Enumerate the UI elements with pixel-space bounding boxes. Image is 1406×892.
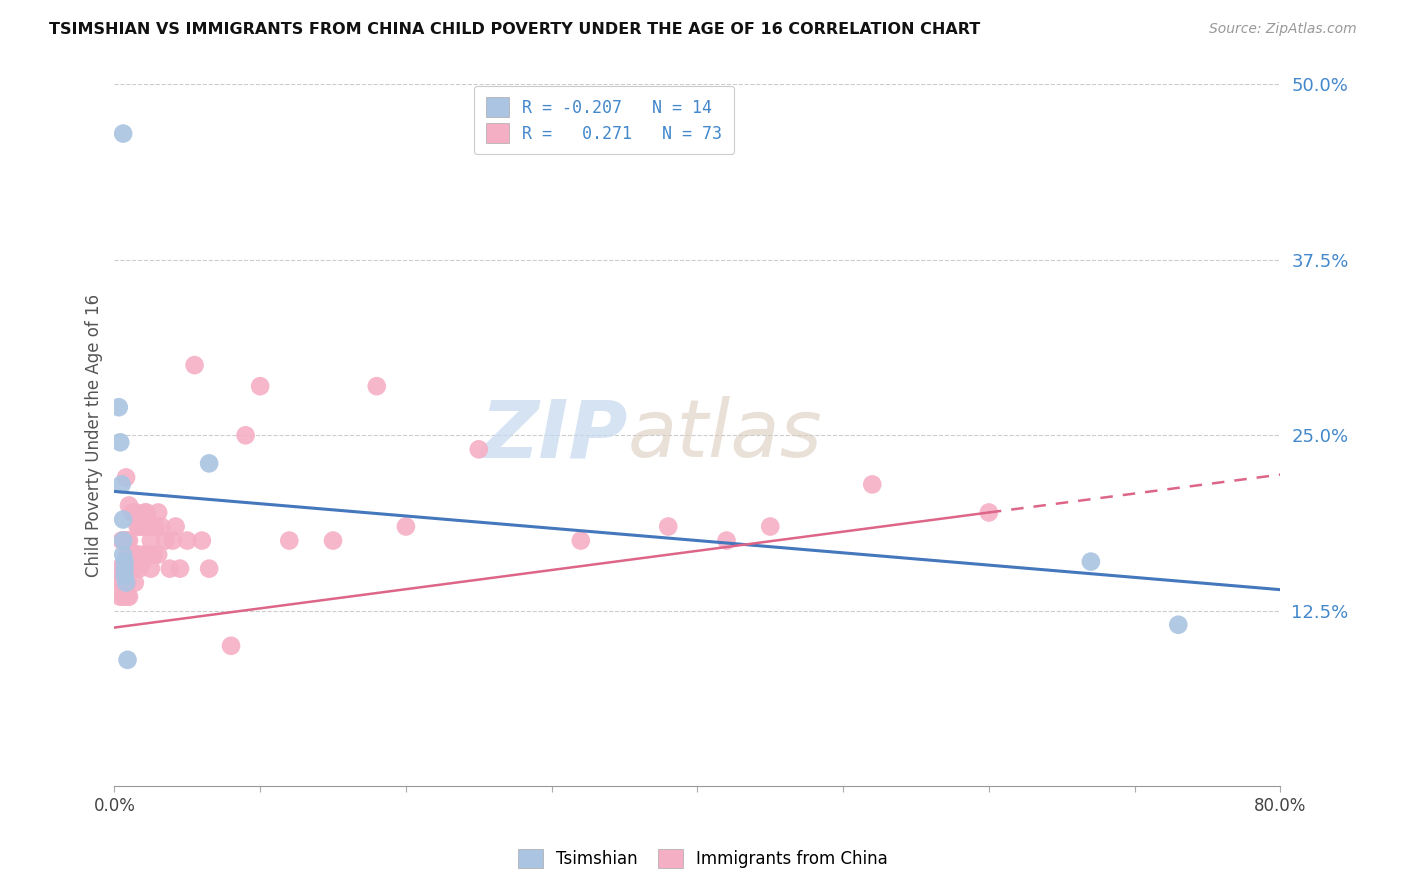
Point [110,590,132,604]
Text: atlas: atlas [627,396,823,475]
Point [118,533,141,548]
Point [150,519,173,533]
Point [146,506,169,520]
Point [125,548,148,562]
Point [198,561,221,575]
Point [395,519,418,533]
Point [124,575,146,590]
Y-axis label: Child Poverty Under the Age of 16: Child Poverty Under the Age of 16 [86,293,103,577]
Text: ZIP: ZIP [479,396,627,475]
Point [128,561,150,575]
Point [169,561,191,575]
Point [366,379,388,393]
Point [115,533,138,548]
Point [235,428,257,442]
Point [115,561,138,575]
Point [141,519,163,533]
Point [569,533,592,548]
Text: TSIMSHIAN VS IMMIGRANTS FROM CHINA CHILD POVERTY UNDER THE AGE OF 16 CORRELATION: TSIMSHIAN VS IMMIGRANTS FROM CHINA CHILD… [49,22,980,37]
Point [111,477,134,491]
Point [127,519,149,533]
Point [322,533,344,548]
Point [117,590,139,604]
Point [159,561,181,575]
Point [162,533,184,548]
Point [138,519,160,533]
Point [716,533,738,548]
Point [127,548,149,562]
Point [131,555,153,569]
Point [114,533,136,548]
Point [657,519,679,533]
Point [111,575,134,590]
Point [759,519,782,533]
Point [107,401,129,415]
Text: Source: ZipAtlas.com: Source: ZipAtlas.com [1209,22,1357,37]
Point [122,561,145,575]
Point [128,519,150,533]
Point [117,653,139,667]
Point [111,561,134,575]
Point [117,561,139,575]
Point [114,568,136,582]
Point [114,561,136,575]
Point [121,506,143,520]
Point [114,555,136,569]
Point [112,127,135,141]
Point [114,561,136,575]
Point [118,561,141,575]
Point [468,442,491,457]
Point [1080,555,1102,569]
Point [134,506,156,520]
Point [125,506,148,520]
Point [117,533,139,548]
Point [115,470,138,484]
Point [118,548,141,562]
Point [165,519,187,533]
Point [112,590,135,604]
Legend: Tsimshian, Immigrants from China: Tsimshian, Immigrants from China [512,842,894,875]
Point [143,519,166,533]
Point [132,548,155,562]
Point [142,548,165,562]
Point [135,506,157,520]
Point [118,590,141,604]
Point [107,561,129,575]
Point [176,533,198,548]
Point [117,575,139,590]
Point [117,548,139,562]
Point [129,519,152,533]
Point [111,533,134,548]
Point [112,512,135,526]
Point [278,533,301,548]
Point [249,379,271,393]
Point [110,435,132,450]
Point [135,548,157,562]
Point [219,639,242,653]
Point [146,548,169,562]
Point [1167,617,1189,632]
Point [860,477,883,491]
Point [136,512,159,526]
Point [191,533,214,548]
Point [155,533,177,548]
Point [139,561,162,575]
Point [977,506,1000,520]
Point [115,575,138,590]
Point [112,533,135,548]
Legend: R = -0.207   N = 14, R =   0.271   N = 73: R = -0.207 N = 14, R = 0.271 N = 73 [474,86,734,154]
Point [198,456,221,470]
Point [122,548,145,562]
Point [132,519,155,533]
Point [112,561,135,575]
Point [110,575,132,590]
Point [112,548,135,562]
Point [183,358,205,372]
Point [139,533,162,548]
Point [118,499,141,513]
